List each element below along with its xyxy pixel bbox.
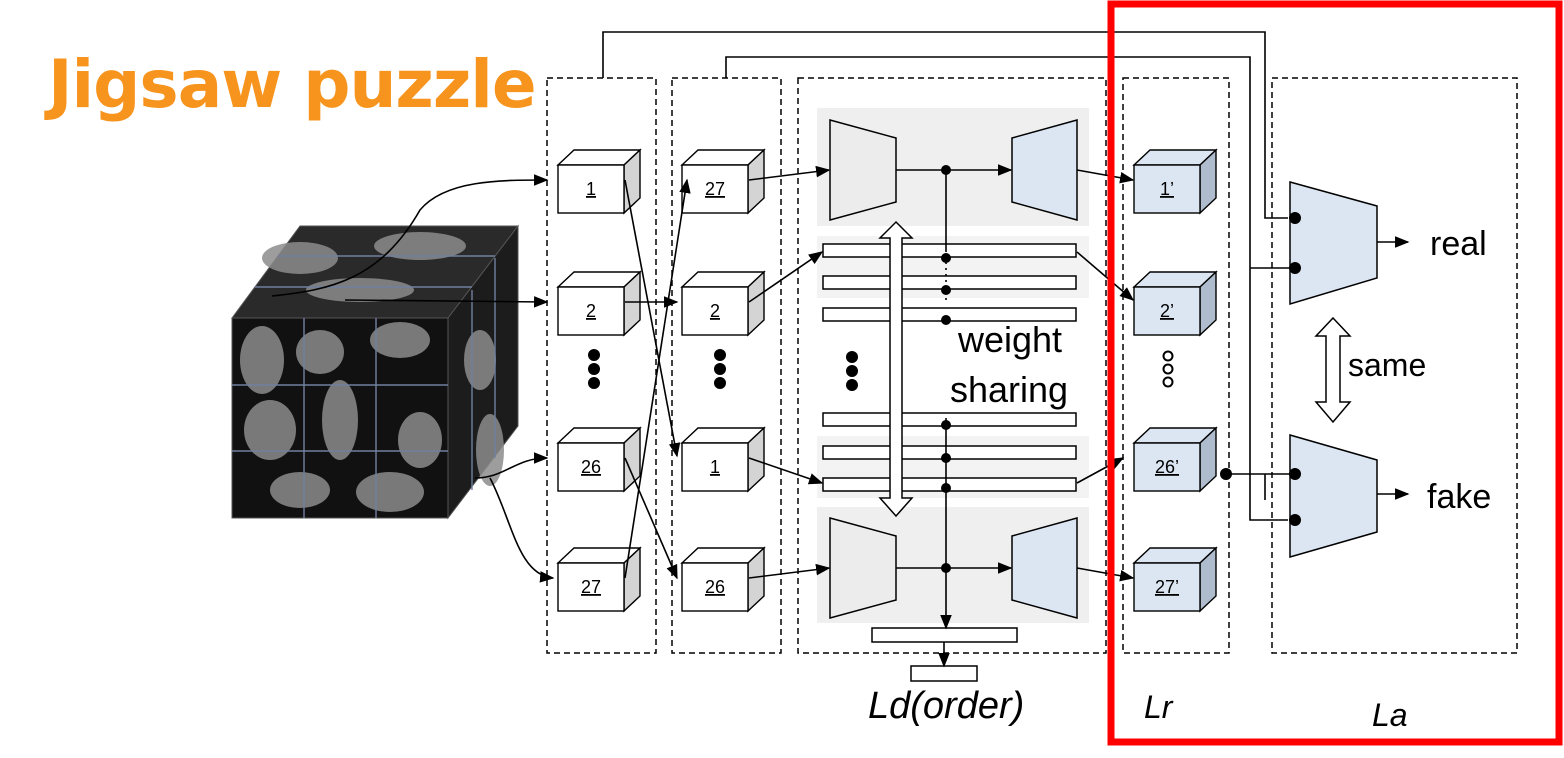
reconstruction-loss-label: Lr [1144,689,1174,725]
highlight-box [1107,0,1563,746]
input-curve-2 [344,296,549,308]
patch-number: 2’ [1160,301,1174,321]
encoder-bottom [829,517,897,619]
same-label: same [1348,347,1426,383]
decoder-bottom [1011,517,1078,619]
brain-volume-cube [231,224,520,520]
order-feature-bar [871,627,1018,643]
weight-sharing-arrow [878,220,914,518]
output-patch-cube: 26’ [1132,426,1218,493]
patch-number: 26’ [1155,457,1179,477]
input-patch-cube: 26 [556,426,642,493]
discriminator-top [1289,181,1378,306]
patch-number: 2 [710,301,720,321]
patch-number: 27 [705,179,725,199]
weight-sharing-label-1: weight [957,319,1062,360]
order-loss-label: Ld(order) [868,685,1024,727]
patch-number: 1 [586,179,596,199]
weight-sharing-label-2: sharing [950,369,1068,410]
output-patch-cube: 27’ [1132,546,1218,613]
patch-number: 27’ [1155,577,1179,597]
patch-number: 1 [710,457,720,477]
patch-number: 26 [705,577,725,597]
patch-number: 1’ [1160,179,1174,199]
shuffled-patch-cube: 27 [680,148,766,215]
patch-number: 2 [586,301,596,321]
patch-number: 27 [581,577,601,597]
figure-title: Jigsaw puzzle [48,46,537,123]
same-arrow [1314,316,1352,424]
discriminator-group [1271,77,1518,654]
encoder-top [829,119,897,221]
input-curve-1 [271,174,549,297]
real-path-line-2 [725,56,1288,521]
input-patch-group [546,77,657,654]
shuffled-patch-cube: 2 [680,270,766,337]
input-patch-cube: 2 [556,270,642,337]
output-patch-cube: 2’ [1132,270,1218,337]
order-output-bar [910,665,978,682]
output-patch-group [1122,77,1230,654]
discriminator-bottom [1289,434,1378,558]
output-patch-column: 1’ 2’ 26’ 27’ [1132,148,1218,613]
patch-number: 26 [581,457,601,477]
input-curve-26 [474,452,549,479]
decoder-top [1011,119,1078,221]
autoencoder-group [797,77,1107,654]
output-patch-cube: 1’ [1132,148,1218,215]
adversarial-loss-label: La [1372,697,1408,733]
real-path-line [602,31,1288,219]
shuffled-patch-cube: 1 [680,426,766,493]
input-curve-27 [489,477,555,583]
input-patch-column: 1 2 26 27 [556,148,642,613]
input-patch-cube: 1 [556,148,642,215]
fake-label: fake [1427,478,1491,516]
shuffled-patch-cube: 26 [680,546,766,613]
shuffled-patch-column: 27 2 1 26 [680,148,766,613]
real-label: real [1430,225,1487,263]
